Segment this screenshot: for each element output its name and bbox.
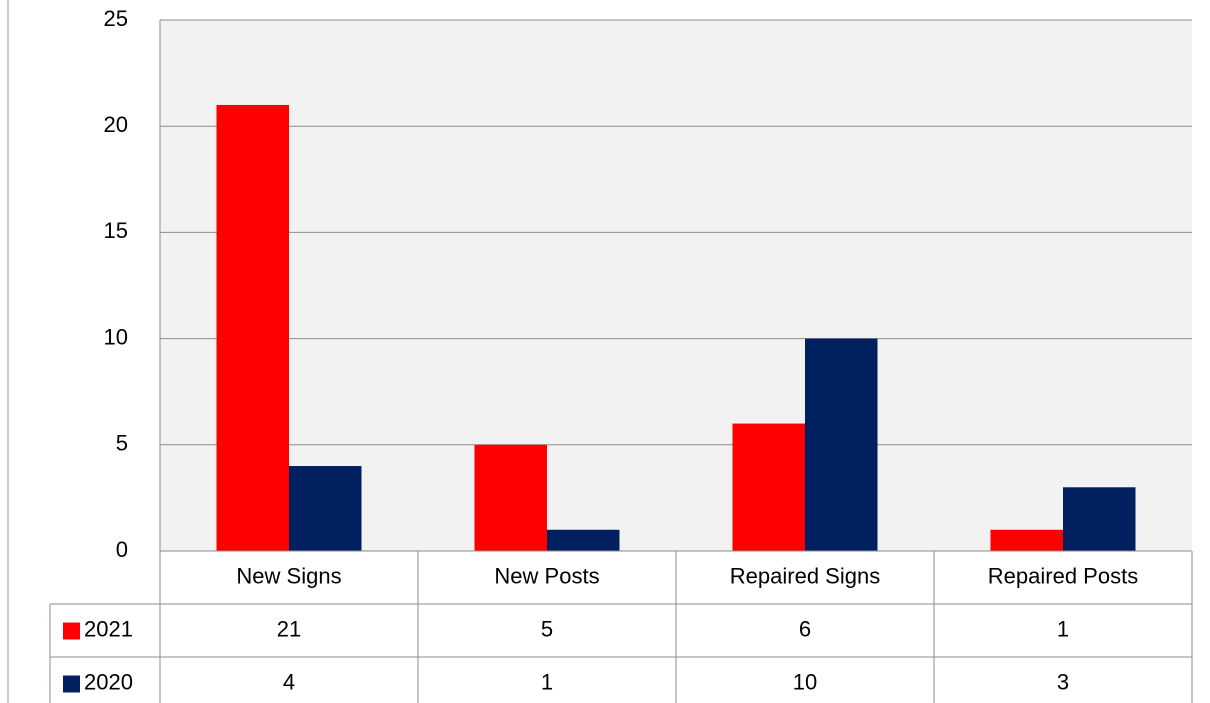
table-value: 6 <box>799 616 811 641</box>
y-tick-label: 15 <box>104 218 128 243</box>
legend-label: 2021 <box>84 616 133 641</box>
table-value: 10 <box>793 669 817 694</box>
legend-key <box>63 622 80 640</box>
y-tick-label: 5 <box>116 431 128 456</box>
plot-area <box>160 20 1192 551</box>
bar <box>216 104 289 552</box>
x-tick-label: New Posts <box>494 563 599 588</box>
table-value: 5 <box>541 616 553 641</box>
x-tick-label: Repaired Posts <box>988 563 1138 588</box>
y-tick-label: 0 <box>116 537 128 562</box>
table-value: 1 <box>541 669 553 694</box>
y-tick-label: 10 <box>104 324 128 349</box>
bar <box>732 423 805 551</box>
bar <box>289 466 362 551</box>
table-value: 4 <box>283 669 295 694</box>
table-value: 1 <box>1057 616 1069 641</box>
bar <box>547 529 620 551</box>
bar <box>990 529 1063 551</box>
x-tick-label: Repaired Signs <box>730 563 880 588</box>
y-tick-label: 20 <box>104 112 128 137</box>
table-value: 3 <box>1057 669 1069 694</box>
bar <box>805 338 878 551</box>
bar <box>1063 487 1136 551</box>
y-tick-label: 25 <box>104 6 128 31</box>
table-value: 21 <box>277 616 301 641</box>
legend-label: 2020 <box>84 669 133 694</box>
legend-key <box>63 675 80 693</box>
bar <box>474 444 547 551</box>
x-tick-label: New Signs <box>236 563 341 588</box>
